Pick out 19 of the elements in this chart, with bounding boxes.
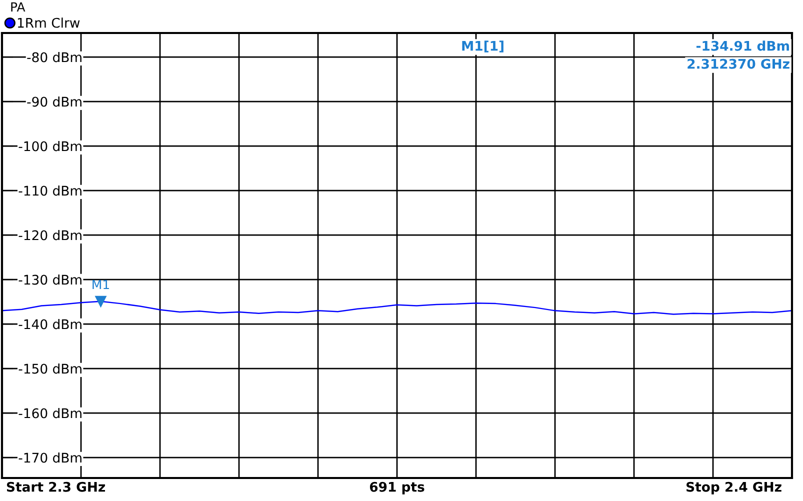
- annotation: 2.312370 GHz: [688, 58, 790, 69]
- legend-label: 1Rm Clrw: [18, 18, 80, 28]
- text: Start 2.3 GHz: [6, 482, 106, 492]
- annotation: M1: [92, 280, 109, 290]
- y-tick-label: -150 dBm: [18, 364, 82, 374]
- y-tick-label: -90 dBm: [27, 96, 82, 107]
- y-tick-label: -80 dBm: [27, 52, 82, 62]
- y-tick-label: -120 dBm: [18, 230, 82, 240]
- annotation: -134.91 dBm: [696, 40, 789, 51]
- annotation: M1[1]: [462, 40, 504, 52]
- chart-title: PA: [11, 2, 26, 12]
- y-tick-label: -170 dBm: [18, 452, 82, 463]
- y-tick-label: -100 dBm: [18, 141, 82, 152]
- y-tick-label: -160 dBm: [18, 408, 82, 418]
- y-tick-label: -130 dBm: [18, 274, 82, 285]
- y-tick-label: -110 dBm: [18, 186, 82, 196]
- y-tick-label: -140 dBm: [18, 319, 82, 330]
- text: Stop 2.4 GHz: [686, 482, 782, 494]
- text: 691 pts: [370, 482, 424, 494]
